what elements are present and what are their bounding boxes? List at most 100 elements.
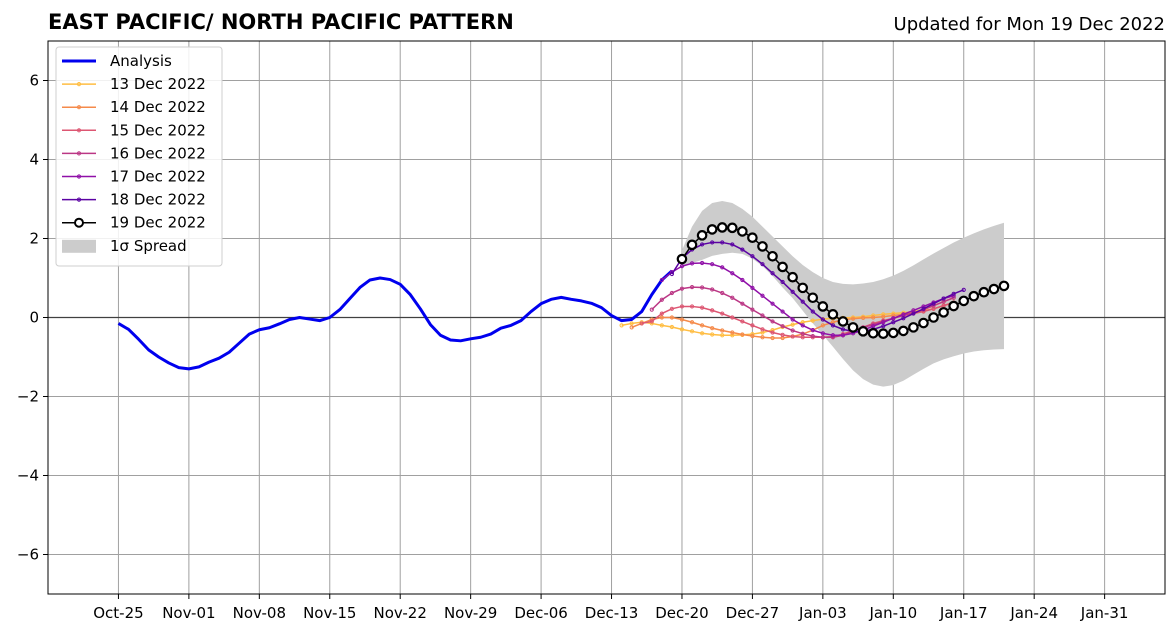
forecast-point bbox=[770, 335, 775, 341]
legend-label: 15 Dec 2022 bbox=[110, 121, 206, 139]
y-tick-label: 0 bbox=[29, 309, 39, 327]
legend-item: Analysis bbox=[62, 52, 172, 70]
latest-point bbox=[918, 317, 929, 329]
forecast-point bbox=[740, 301, 745, 306]
latest-point bbox=[938, 307, 949, 318]
x-tick-label: Nov-01 bbox=[162, 604, 215, 622]
forecast-point bbox=[800, 323, 805, 328]
legend-item: 16 Dec 2022 bbox=[62, 144, 206, 162]
forecast-point bbox=[941, 296, 946, 301]
forecast-point bbox=[820, 317, 825, 322]
forecast-point bbox=[720, 240, 725, 245]
forecast-point bbox=[619, 323, 624, 328]
forecast-point bbox=[770, 330, 775, 335]
legend-label: 13 Dec 2022 bbox=[110, 75, 206, 93]
x-tick-label: Jan-24 bbox=[1009, 604, 1058, 622]
legend-item: 18 Dec 2022 bbox=[62, 191, 206, 209]
forecast-point bbox=[659, 277, 664, 283]
x-tick-label: Nov-15 bbox=[303, 604, 356, 622]
forecast-point bbox=[629, 325, 634, 330]
x-tick-label: Dec-06 bbox=[514, 604, 568, 622]
y-tick-label: −2 bbox=[17, 388, 39, 406]
forecast-point bbox=[689, 320, 695, 325]
legend-label: 17 Dec 2022 bbox=[110, 168, 206, 186]
forecast-point bbox=[629, 321, 634, 326]
forecast-point bbox=[770, 271, 775, 276]
chart-subtitle: Updated for Mon 19 Dec 2022 bbox=[894, 14, 1165, 35]
legend-item: 19 Dec 2022 bbox=[62, 214, 206, 232]
forecast-point bbox=[679, 304, 685, 309]
forecast-point bbox=[699, 331, 705, 336]
forecast-point bbox=[730, 271, 735, 276]
forecast-point bbox=[790, 328, 795, 333]
forecast-point bbox=[800, 299, 805, 304]
x-tick-label: Jan-17 bbox=[939, 604, 988, 622]
latest-point bbox=[877, 328, 889, 339]
forecast-point bbox=[750, 285, 755, 290]
forecast-point bbox=[901, 316, 906, 321]
y-tick-label: 6 bbox=[29, 72, 39, 90]
forecast-point bbox=[730, 242, 735, 247]
latest-point bbox=[716, 222, 728, 233]
x-tick-label: Jan-31 bbox=[1080, 604, 1129, 622]
legend-label: 18 Dec 2022 bbox=[110, 191, 206, 209]
latest-forecast bbox=[676, 222, 1010, 339]
forecast-point bbox=[770, 319, 775, 324]
forecast-point bbox=[881, 324, 886, 329]
forecast-point bbox=[830, 333, 836, 338]
forecast-point bbox=[780, 309, 785, 314]
latest-point bbox=[686, 239, 698, 251]
analysis-line bbox=[117, 269, 673, 371]
forecast-point bbox=[780, 279, 785, 285]
latest-point bbox=[847, 322, 859, 333]
y-tick-label: −4 bbox=[17, 467, 39, 485]
legend-handle-marker bbox=[76, 82, 82, 87]
x-tick-label: Jan-03 bbox=[798, 604, 847, 622]
latest-point bbox=[747, 232, 758, 244]
forecast-point bbox=[780, 324, 785, 329]
forecast-point bbox=[810, 318, 815, 323]
latest-point bbox=[807, 292, 819, 304]
forecast-point bbox=[800, 331, 805, 336]
forecast-point bbox=[699, 323, 705, 328]
chart-title: EAST PACIFIC/ NORTH PACIFIC PATTERN bbox=[48, 10, 514, 34]
legend-label: 19 Dec 2022 bbox=[110, 214, 206, 232]
forecast-point bbox=[760, 313, 765, 318]
forecast-point bbox=[710, 308, 715, 313]
forecast-point bbox=[679, 327, 685, 332]
forecast-point bbox=[669, 315, 675, 320]
forecast-point bbox=[850, 316, 856, 321]
forecast-point bbox=[921, 306, 926, 311]
legend-item: 17 Dec 2022 bbox=[62, 168, 206, 186]
latest-point bbox=[696, 230, 708, 241]
forecast-point bbox=[699, 285, 705, 290]
latest-point bbox=[767, 250, 778, 262]
forecast-point bbox=[750, 333, 755, 339]
forecast-point bbox=[689, 284, 695, 290]
forecast-point bbox=[710, 332, 715, 337]
y-tick-label: 4 bbox=[29, 151, 39, 169]
forecast-point bbox=[891, 316, 896, 321]
latest-point bbox=[958, 295, 970, 307]
latest-point bbox=[827, 309, 839, 320]
legend-handle-marker bbox=[76, 197, 82, 202]
legend-handle-marker bbox=[76, 151, 82, 156]
forecast-point bbox=[699, 260, 705, 266]
x-tick-label: Dec-27 bbox=[726, 604, 780, 622]
plot-area: Oct-25 Nov-01 Nov-08 Nov-15 Nov-22 Nov-29 Dec-… bbox=[17, 40, 1166, 622]
x-tick-label: Nov-08 bbox=[233, 604, 286, 622]
forecast-point bbox=[679, 286, 685, 291]
x-tick-label: Dec-20 bbox=[655, 604, 709, 622]
forecast-point bbox=[720, 265, 725, 270]
forecast-point bbox=[790, 317, 795, 322]
forecast-point bbox=[891, 320, 896, 325]
forecast-point bbox=[820, 323, 825, 328]
legend-item: 15 Dec 2022 bbox=[62, 121, 206, 139]
latest-point bbox=[676, 253, 688, 265]
forecast-point bbox=[770, 301, 775, 306]
forecast-point bbox=[750, 307, 755, 312]
latest-point bbox=[908, 322, 919, 333]
forecast-line bbox=[621, 297, 954, 337]
forecast-point bbox=[710, 240, 715, 245]
